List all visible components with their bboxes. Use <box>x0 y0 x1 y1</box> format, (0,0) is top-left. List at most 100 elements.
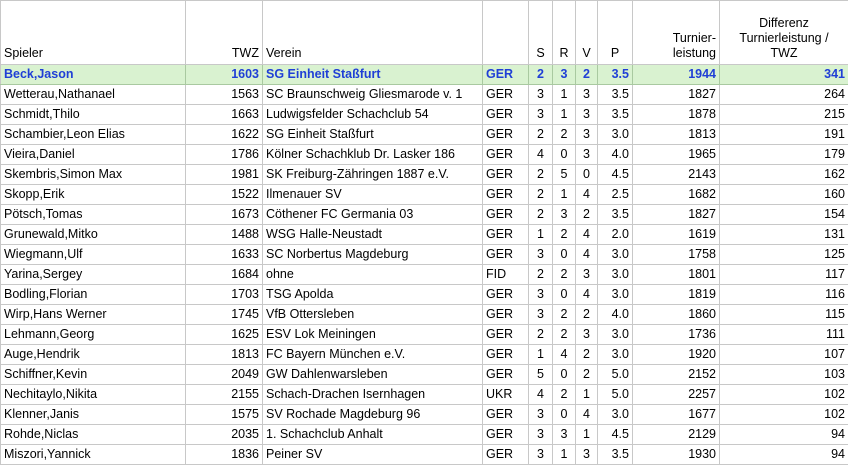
cell-spieler[interactable]: Bodling,Florian <box>1 285 186 305</box>
cell-turnierleistung[interactable]: 2152 <box>633 365 720 385</box>
cell-s[interactable]: 3 <box>529 305 553 325</box>
cell-twz[interactable]: 1575 <box>186 405 263 425</box>
cell-fed[interactable]: GER <box>483 65 529 85</box>
cell-p[interactable]: 4.0 <box>598 305 633 325</box>
cell-verein[interactable]: Cöthener FC Germania 03 <box>263 205 483 225</box>
cell-r[interactable]: 2 <box>553 125 576 145</box>
cell-differenz[interactable]: 102 <box>720 405 848 425</box>
cell-p[interactable]: 3.0 <box>598 125 633 145</box>
cell-turnierleistung[interactable]: 1920 <box>633 345 720 365</box>
cell-twz[interactable]: 1633 <box>186 245 263 265</box>
cell-fed[interactable]: FID <box>483 265 529 285</box>
cell-spieler[interactable]: Nechitaylo,Nikita <box>1 385 186 405</box>
cell-s[interactable]: 2 <box>529 65 553 85</box>
cell-s[interactable]: 3 <box>529 245 553 265</box>
cell-r[interactable]: 2 <box>553 265 576 285</box>
cell-twz[interactable]: 1622 <box>186 125 263 145</box>
cell-twz[interactable]: 1981 <box>186 165 263 185</box>
cell-differenz[interactable]: 94 <box>720 445 848 465</box>
cell-verein[interactable]: Ilmenauer SV <box>263 185 483 205</box>
cell-verein[interactable]: TSG Apolda <box>263 285 483 305</box>
cell-s[interactable]: 2 <box>529 165 553 185</box>
cell-s[interactable]: 2 <box>529 185 553 205</box>
header-twz[interactable]: TWZ <box>186 1 263 65</box>
cell-fed[interactable]: GER <box>483 185 529 205</box>
cell-spieler[interactable]: Wetterau,Nathanael <box>1 85 186 105</box>
cell-fed[interactable]: GER <box>483 225 529 245</box>
cell-verein[interactable]: SK Freiburg-Zähringen 1887 e.V. <box>263 165 483 185</box>
cell-p[interactable]: 3.0 <box>598 345 633 365</box>
cell-differenz[interactable]: 103 <box>720 365 848 385</box>
cell-r[interactable]: 1 <box>553 85 576 105</box>
cell-spieler[interactable]: Rohde,Niclas <box>1 425 186 445</box>
header-p[interactable]: P <box>598 1 633 65</box>
cell-fed[interactable]: GER <box>483 305 529 325</box>
cell-fed[interactable]: GER <box>483 145 529 165</box>
cell-s[interactable]: 4 <box>529 145 553 165</box>
cell-differenz[interactable]: 125 <box>720 245 848 265</box>
cell-verein[interactable]: VfB Ottersleben <box>263 305 483 325</box>
cell-spieler[interactable]: Yarina,Sergey <box>1 265 186 285</box>
cell-v[interactable]: 3 <box>576 105 598 125</box>
cell-differenz[interactable]: 341 <box>720 65 848 85</box>
cell-turnierleistung[interactable]: 2129 <box>633 425 720 445</box>
cell-s[interactable]: 3 <box>529 85 553 105</box>
cell-spieler[interactable]: Schambier,Leon Elias <box>1 125 186 145</box>
cell-fed[interactable]: GER <box>483 245 529 265</box>
cell-turnierleistung[interactable]: 1965 <box>633 145 720 165</box>
cell-spieler[interactable]: Lehmann,Georg <box>1 325 186 345</box>
cell-s[interactable]: 3 <box>529 405 553 425</box>
cell-r[interactable]: 3 <box>553 65 576 85</box>
cell-s[interactable]: 1 <box>529 345 553 365</box>
cell-p[interactable]: 4.5 <box>598 165 633 185</box>
cell-r[interactable]: 0 <box>553 405 576 425</box>
cell-p[interactable]: 3.0 <box>598 245 633 265</box>
cell-r[interactable]: 0 <box>553 285 576 305</box>
cell-p[interactable]: 3.5 <box>598 65 633 85</box>
cell-r[interactable]: 5 <box>553 165 576 185</box>
cell-spieler[interactable]: Skembris,Simon Max <box>1 165 186 185</box>
cell-v[interactable]: 3 <box>576 125 598 145</box>
cell-turnierleistung[interactable]: 1813 <box>633 125 720 145</box>
cell-p[interactable]: 3.0 <box>598 405 633 425</box>
cell-fed[interactable]: GER <box>483 125 529 145</box>
cell-r[interactable]: 0 <box>553 245 576 265</box>
cell-turnierleistung[interactable]: 2257 <box>633 385 720 405</box>
cell-v[interactable]: 1 <box>576 385 598 405</box>
cell-differenz[interactable]: 116 <box>720 285 848 305</box>
cell-differenz[interactable]: 215 <box>720 105 848 125</box>
cell-r[interactable]: 2 <box>553 385 576 405</box>
cell-twz[interactable]: 2049 <box>186 365 263 385</box>
cell-twz[interactable]: 1663 <box>186 105 263 125</box>
cell-differenz[interactable]: 162 <box>720 165 848 185</box>
cell-spieler[interactable]: Klenner,Janis <box>1 405 186 425</box>
cell-p[interactable]: 3.5 <box>598 205 633 225</box>
header-differenz[interactable]: Differenz Turnierleistung / TWZ <box>720 1 848 65</box>
cell-s[interactable]: 1 <box>529 225 553 245</box>
cell-r[interactable]: 2 <box>553 305 576 325</box>
cell-v[interactable]: 3 <box>576 265 598 285</box>
cell-fed[interactable]: GER <box>483 85 529 105</box>
cell-fed[interactable]: UKR <box>483 385 529 405</box>
cell-fed[interactable]: GER <box>483 165 529 185</box>
cell-fed[interactable]: GER <box>483 285 529 305</box>
cell-verein[interactable]: Schach-Drachen Isernhagen <box>263 385 483 405</box>
cell-spieler[interactable]: Wirp,Hans Werner <box>1 305 186 325</box>
cell-p[interactable]: 5.0 <box>598 365 633 385</box>
cell-twz[interactable]: 1836 <box>186 445 263 465</box>
cell-spieler[interactable]: Beck,Jason <box>1 65 186 85</box>
cell-verein[interactable]: Kölner Schachklub Dr. Lasker 186 <box>263 145 483 165</box>
cell-r[interactable]: 1 <box>553 445 576 465</box>
cell-spieler[interactable]: Auge,Hendrik <box>1 345 186 365</box>
cell-differenz[interactable]: 160 <box>720 185 848 205</box>
header-s[interactable]: S <box>529 1 553 65</box>
cell-p[interactable]: 3.5 <box>598 85 633 105</box>
